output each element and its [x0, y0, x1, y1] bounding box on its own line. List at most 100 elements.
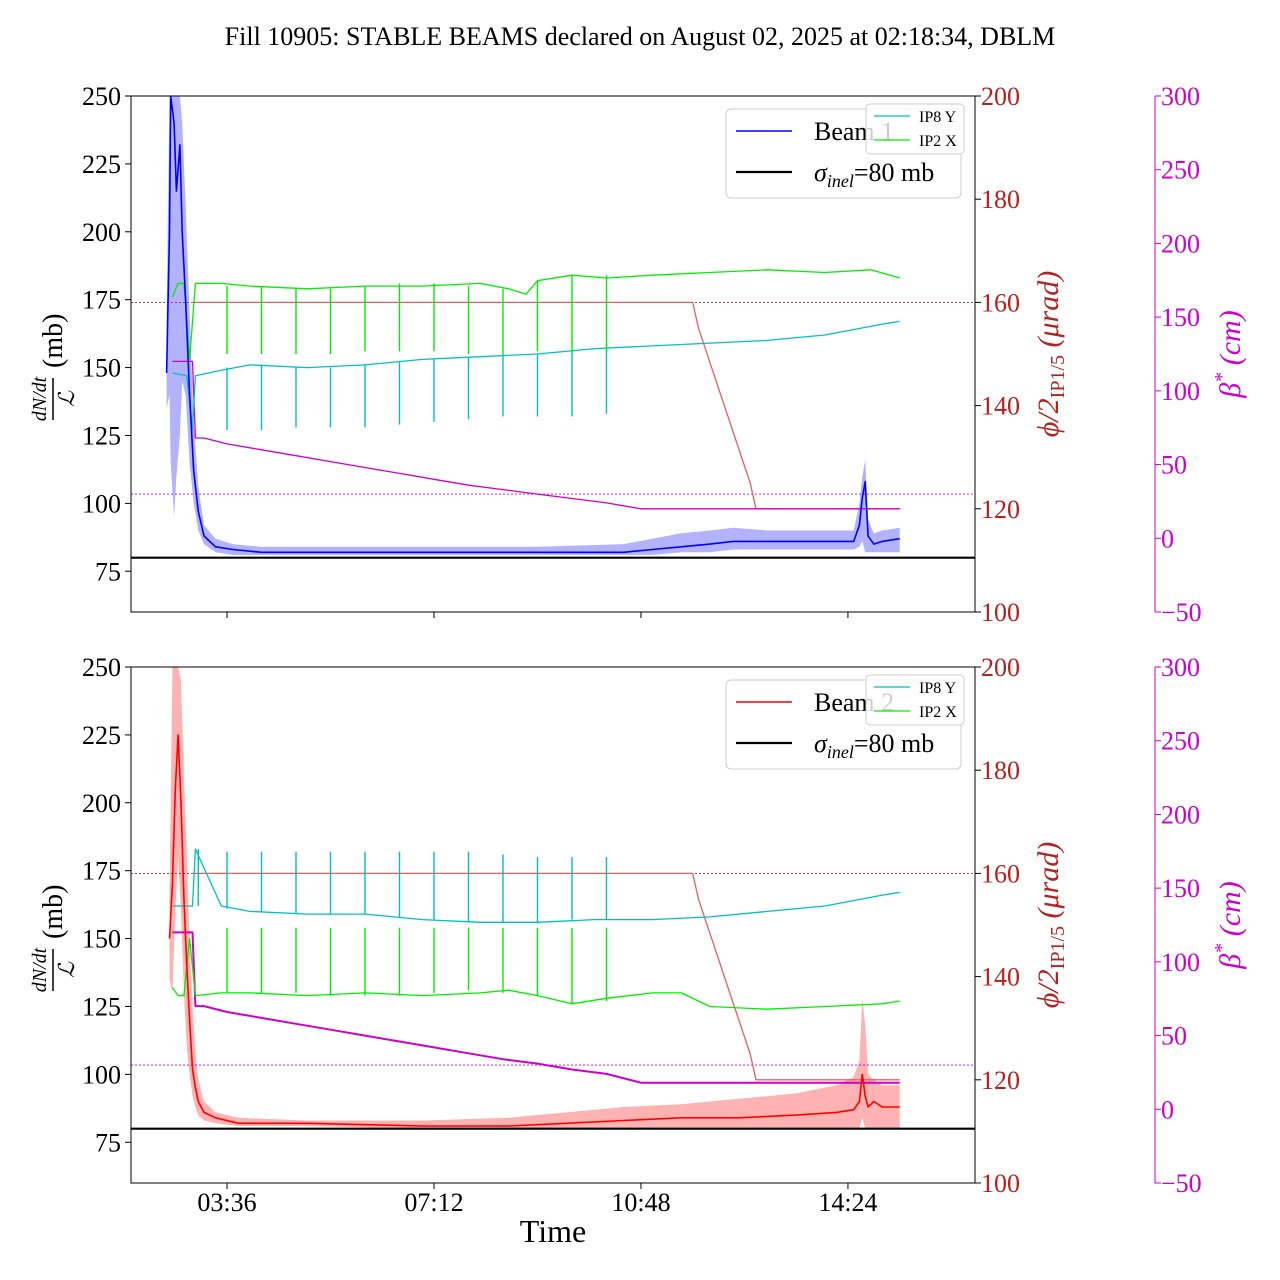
left-tick-label: 250: [82, 653, 121, 682]
ip8-y-line: [172, 848, 900, 923]
right2-axis-label-unit: (cm): [1214, 881, 1247, 943]
right2-axis-label-main: β: [1214, 383, 1247, 399]
left-tick-label: 150: [82, 354, 121, 383]
left-axis-label-num: dN/dt: [29, 376, 51, 421]
right2-tick-label: −50: [1161, 1169, 1202, 1198]
right2-tick-label: 250: [1161, 156, 1200, 185]
left-tick-label: 225: [82, 721, 121, 750]
x-tick-label: 10:48: [611, 1188, 670, 1217]
right2-axis-label-sup: *: [1211, 944, 1233, 954]
legend-sigma-sub: inel: [827, 742, 854, 762]
right2-axis-label: β* (cm): [1211, 881, 1247, 969]
right2-tick-label: 100: [1161, 948, 1200, 977]
right2-tick-label: 300: [1161, 653, 1200, 682]
left-tick-label: 75: [95, 557, 121, 586]
right2-axis-label-main: β: [1214, 954, 1247, 970]
right1-tick-label: 140: [981, 392, 1020, 421]
left-tick-label: 175: [82, 857, 121, 886]
right2-axis-label-sup: *: [1211, 373, 1233, 383]
beam-1-line: [165, 96, 900, 554]
plot-area-bottom: [131, 667, 975, 1130]
right2-tick-label: 0: [1161, 524, 1174, 553]
right2-tick-label: 50: [1161, 1022, 1187, 1051]
panel-top: 75 100 125 150 175 200 225 250 dN/dt ℒ (mb) 100 120 1…: [29, 82, 1247, 627]
legend-main-label: σinel=80 mb: [814, 729, 934, 762]
right1-tick-label: 160: [981, 859, 1020, 888]
left-tick-label: 150: [82, 925, 121, 954]
right2-tick-label: 200: [1161, 800, 1200, 829]
legend-sigma-tail: =80 mb: [854, 158, 934, 187]
legend-small-label: IP8 Y: [919, 680, 957, 697]
right2-axis-label: β* (cm): [1211, 310, 1247, 398]
left-tick-label: 100: [82, 1060, 121, 1089]
right1-tick-label: 180: [981, 185, 1020, 214]
left-tick-label: 200: [82, 218, 121, 247]
right2-tick-label: 50: [1161, 451, 1187, 480]
right1-axis-label: ϕ/2IP1/5 (μrad): [1032, 271, 1069, 437]
right1-axis-label-sub: IP1/5: [1047, 926, 1069, 969]
2-ip1-5-line: [192, 872, 900, 1081]
right2-axis-label-unit: (cm): [1214, 310, 1247, 372]
left-axis-label-unit: (mb): [38, 885, 69, 939]
left-tick-label: 125: [82, 421, 121, 450]
right1-axis-label-main: ϕ/2: [1032, 969, 1065, 1008]
right1-tick-label: 140: [981, 963, 1020, 992]
right1-axis-label-unit: (μrad): [1032, 271, 1065, 355]
x-tick-label: 07:12: [404, 1188, 463, 1217]
left-tick-label: 100: [82, 489, 121, 518]
legend-small-label: IP8 Y: [919, 109, 957, 126]
legend-small-label: IP2 X: [919, 704, 957, 721]
left-tick-label: 175: [82, 286, 121, 315]
right2-tick-label: 300: [1161, 82, 1200, 111]
left-tick-label: 75: [95, 1128, 121, 1157]
left-tick-label: 200: [82, 789, 121, 818]
right1-axis-label-sub: IP1/5: [1047, 355, 1069, 398]
axes-frame: [130, 666, 976, 1184]
legend-small: IP8 Y IP2 X: [865, 674, 965, 726]
figure-title: Fill 10905: STABLE BEAMS declared on Aug…: [225, 22, 1056, 51]
2-ip1-5-line: [192, 301, 900, 510]
right2-tick-label: 0: [1161, 1095, 1174, 1124]
-line: [172, 360, 900, 510]
left-axis-label-den: ℒ: [54, 390, 79, 407]
right1-axis-label-unit: (μrad): [1032, 842, 1065, 926]
right1-tick-label: 200: [981, 82, 1020, 111]
right1-tick-label: 120: [981, 1066, 1020, 1095]
x-tick-label: 03:36: [197, 1188, 256, 1217]
left-tick-label: 125: [82, 992, 121, 1021]
left-tick-label: 225: [82, 150, 121, 179]
legend-main-label: σinel=80 mb: [814, 158, 934, 191]
legend-sigma: σ: [814, 729, 828, 758]
x-axis-label: Time: [520, 1213, 586, 1249]
right1-tick-label: 100: [981, 1169, 1020, 1198]
left-axis-label-den: ℒ: [54, 961, 79, 978]
legend-sigma-tail: =80 mb: [854, 729, 934, 758]
left-axis-label: dN/dt ℒ (mb): [29, 314, 79, 422]
ip2-x-line: [171, 937, 900, 1010]
right2-tick-label: 200: [1161, 229, 1200, 258]
right2-tick-label: 100: [1161, 377, 1200, 406]
legend-small: IP8 Y IP2 X: [865, 103, 965, 155]
x-tick-label: 14:24: [818, 1188, 877, 1217]
panel-bottom: 75 100 125 150 175 200 225 250 dN/dt ℒ (mb) 100 120 1…: [29, 653, 1247, 1217]
left-tick-label: 250: [82, 82, 121, 111]
right1-tick-label: 200: [981, 653, 1020, 682]
right1-tick-label: 120: [981, 495, 1020, 524]
ip2-x-line: [171, 269, 900, 361]
legend-sigma-sub: inel: [827, 171, 854, 191]
right2-tick-label: 150: [1161, 303, 1200, 332]
right2-tick-label: 250: [1161, 727, 1200, 756]
ip8-y-line: [172, 320, 900, 431]
right1-axis-label: ϕ/2IP1/5 (μrad): [1032, 842, 1069, 1008]
right1-tick-label: 160: [981, 288, 1020, 317]
legend-small-label: IP2 X: [919, 133, 957, 150]
-line: [172, 931, 900, 1084]
plot-area-top: [131, 96, 975, 559]
right1-tick-label: 180: [981, 756, 1020, 785]
legend-sigma: σ: [814, 158, 828, 187]
right2-tick-label: 150: [1161, 874, 1200, 903]
right1-tick-label: 100: [981, 598, 1020, 627]
axes-frame: [130, 95, 976, 613]
right2-tick-label: −50: [1161, 598, 1202, 627]
left-axis-label-num: dN/dt: [29, 947, 51, 992]
